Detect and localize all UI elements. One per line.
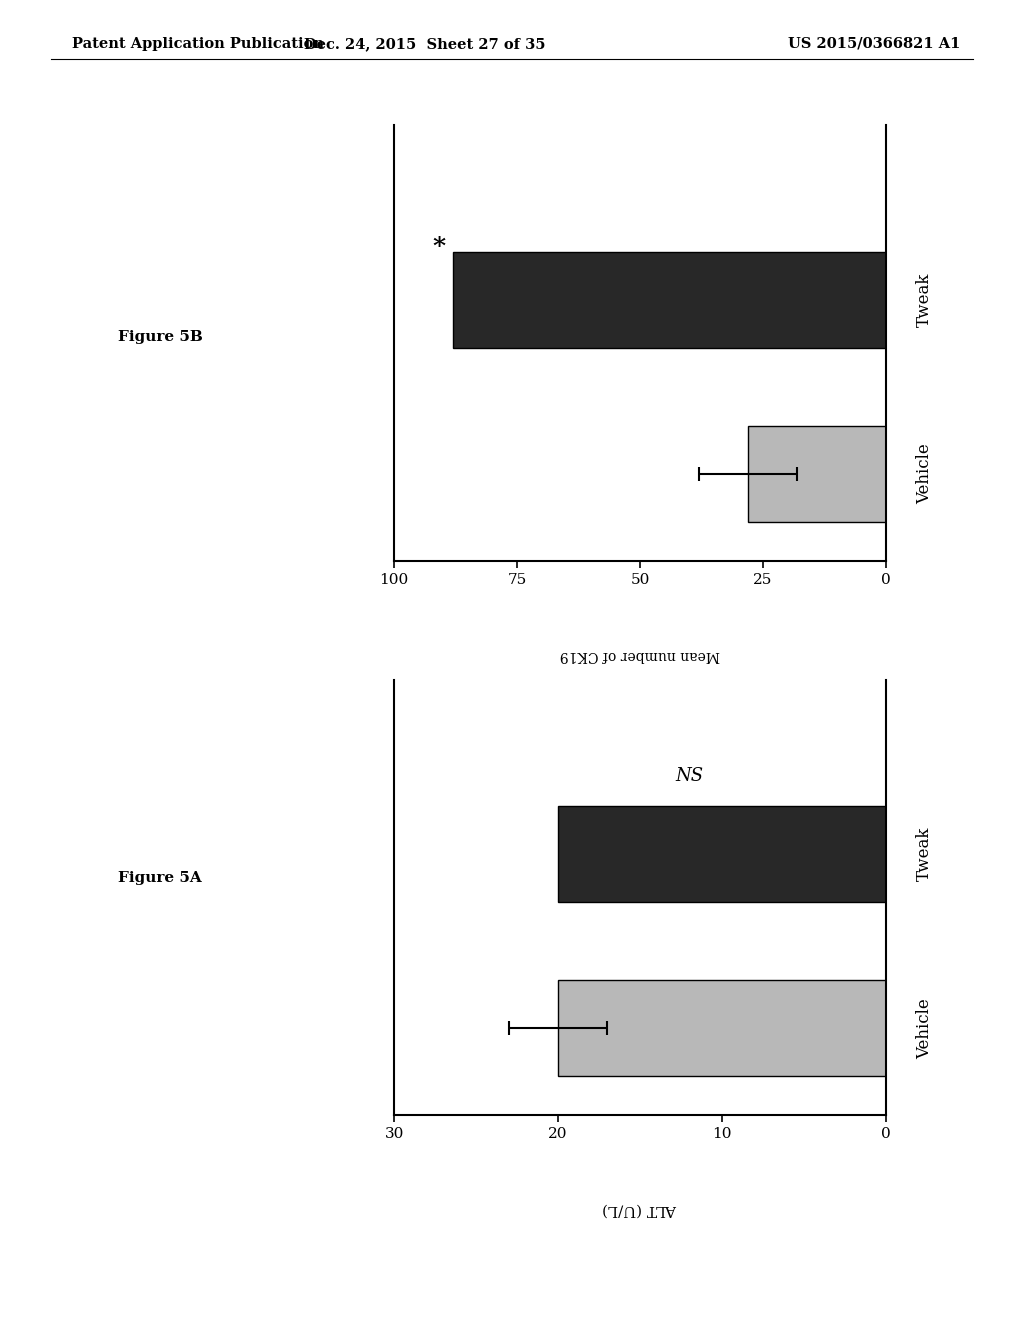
Text: Mean number of CK19: Mean number of CK19 <box>560 648 720 663</box>
Bar <box>558 807 886 902</box>
Text: positive cells: positive cells <box>594 709 686 723</box>
Text: Patent Application Publication: Patent Application Publication <box>72 37 324 51</box>
Text: Figure 5B: Figure 5B <box>118 330 203 343</box>
Text: *: * <box>432 235 445 259</box>
Bar <box>749 426 886 521</box>
Text: NS: NS <box>675 767 703 784</box>
Bar <box>454 252 886 347</box>
Text: US 2015/0366821 A1: US 2015/0366821 A1 <box>788 37 961 51</box>
Text: Dec. 24, 2015  Sheet 27 of 35: Dec. 24, 2015 Sheet 27 of 35 <box>304 37 546 51</box>
Text: ALT (U/L): ALT (U/L) <box>602 1203 678 1217</box>
Text: Figure 5A: Figure 5A <box>118 871 202 884</box>
Bar <box>558 981 886 1076</box>
